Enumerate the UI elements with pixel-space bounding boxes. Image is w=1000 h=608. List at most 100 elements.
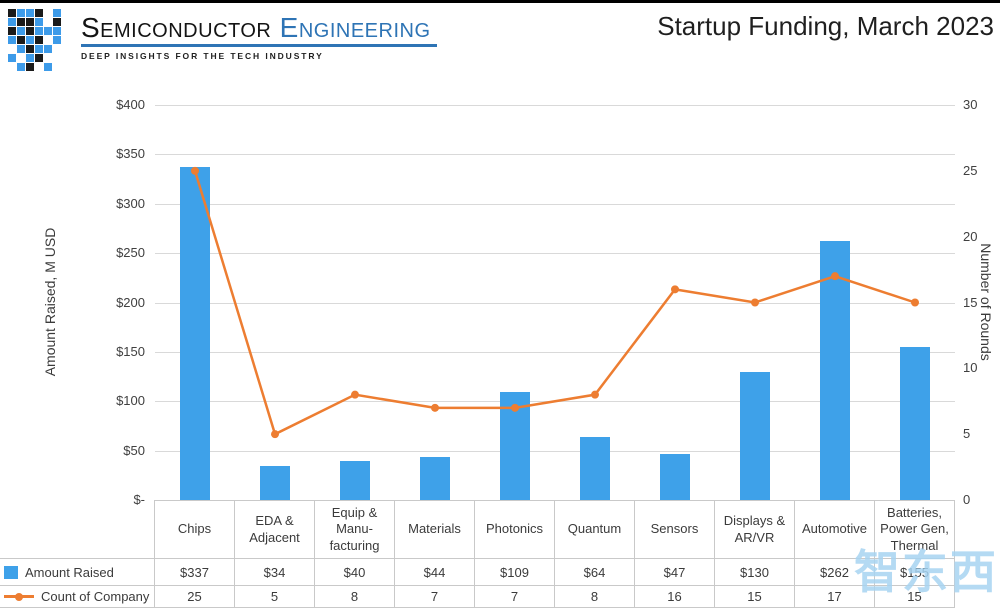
right-axis-tick: 0	[963, 492, 971, 507]
category-label: Quantum	[555, 500, 635, 558]
brand-word-semiconductor: Semiconductor	[81, 12, 272, 43]
left-axis-tick: $-	[133, 492, 145, 507]
left-axis-tick: $400	[116, 97, 145, 112]
logo-pixel	[35, 45, 43, 53]
plot-area	[155, 105, 955, 501]
amount-raised-legend-label: Amount Raised	[25, 564, 114, 580]
logo-pixel	[35, 18, 43, 26]
category-label: Automotive	[795, 500, 875, 558]
logo-pixel	[8, 54, 16, 62]
logo-mosaic-icon	[8, 9, 72, 73]
gridline	[155, 302, 955, 304]
category-header-row: Chips EDA & Adjacent Equip & Manu-facturin…	[0, 500, 1000, 558]
right-axis-tick: 10	[963, 360, 978, 376]
bar-batteries-power-gen-thermal	[900, 346, 930, 500]
gridline	[155, 203, 955, 205]
logo-pixel	[35, 36, 43, 44]
left-axis-tick: $300	[116, 195, 145, 211]
logo-pixel	[62, 63, 70, 71]
logo-pixel	[17, 36, 25, 44]
category-label: Photonics	[475, 500, 555, 558]
amount-raised-value: $130	[715, 558, 795, 585]
brand-tagline: DEEP INSIGHTS FOR THE TECH INDUSTRY	[81, 51, 324, 61]
logo-pixel	[26, 27, 34, 35]
right-axis-tick: 25	[963, 162, 978, 178]
logo-pixel	[17, 27, 25, 35]
logo-pixel	[53, 27, 61, 35]
logo-pixel	[8, 18, 16, 26]
amount-raised-value: $155	[875, 558, 955, 585]
count-of-company-value: 8	[555, 585, 635, 608]
bar-equip-manu-facturing	[340, 460, 370, 500]
right-axis-tick: 15	[963, 294, 978, 310]
brand-text: Semiconductor Engineering DEEP INSIGHTS …	[81, 9, 437, 61]
logo-pixel	[62, 54, 70, 62]
logo-pixel	[35, 9, 43, 17]
logo-pixel	[62, 18, 70, 26]
bar-sensors	[660, 453, 690, 500]
bar-chips	[180, 167, 210, 500]
amount-raised-value: $64	[555, 558, 635, 585]
count-of-company-value: 16	[635, 585, 715, 608]
logo-pixel	[26, 45, 34, 53]
count-of-company-value: 5	[235, 585, 315, 608]
logo-pixel	[44, 27, 52, 35]
amount-raised-row: Amount Raised $337 $34 $40 $44 $109 $64 $47 $13…	[0, 558, 1000, 585]
amount-raised-value: $109	[475, 558, 555, 585]
logo-pixel	[44, 36, 52, 44]
count-of-company-value: 15	[875, 585, 955, 608]
logo-pixel	[17, 63, 25, 71]
logo-pixel	[8, 27, 16, 35]
left-axis-tick: $200	[116, 294, 145, 310]
table-corner-cell	[0, 500, 155, 558]
logo-pixel	[53, 18, 61, 26]
count-of-company-value: 7	[395, 585, 475, 608]
logo-pixel	[62, 9, 70, 17]
left-axis-tick: $250	[116, 245, 145, 261]
data-table: Chips EDA & Adjacent Equip & Manu-facturin…	[0, 500, 1000, 608]
logo-pixel	[8, 36, 16, 44]
logo-pixel	[26, 18, 34, 26]
logo-pixel	[26, 36, 34, 44]
logo-pixel	[26, 63, 34, 71]
count-of-company-row: Count of Company 25 5 8 7 7 8 16 15 17 15	[0, 585, 1000, 608]
amount-raised-value: $47	[635, 558, 715, 585]
gridline	[155, 253, 955, 255]
bar-displays-ar-vr	[740, 371, 770, 500]
brand-word-engineering: Engineering	[279, 12, 431, 43]
legend-amount-raised: Amount Raised	[0, 558, 155, 585]
chart-title: Startup Funding, March 2023	[657, 11, 994, 41]
gridline	[155, 105, 955, 106]
logo-pixel	[26, 9, 34, 17]
bar-eda-adjacent	[260, 466, 290, 500]
count-of-company-value: 25	[155, 585, 235, 608]
logo-pixel	[62, 27, 70, 35]
gridline	[155, 351, 955, 353]
right-axis-tick: 5	[963, 426, 971, 442]
logo-pixel	[62, 36, 70, 44]
logo-pixel	[44, 9, 52, 17]
amount-raised-value: $34	[235, 558, 315, 585]
logo-pixel	[53, 45, 61, 53]
bar-quantum	[580, 436, 610, 500]
count-of-company-value: 15	[715, 585, 795, 608]
logo-pixel	[17, 18, 25, 26]
logo-pixel	[17, 45, 25, 53]
gridline	[155, 154, 955, 156]
logo-pixel	[53, 9, 61, 17]
count-legend-label: Count of Company	[41, 589, 150, 604]
top-border	[0, 0, 1000, 3]
category-label: Sensors	[635, 500, 715, 558]
amount-raised-value: $40	[315, 558, 395, 585]
logo-pixel	[62, 45, 70, 53]
logo-pixel	[44, 54, 52, 62]
left-axis-tick: $50	[123, 442, 145, 458]
logo-pixel	[17, 54, 25, 62]
logo-pixel	[53, 54, 61, 62]
logo-pixel	[8, 9, 16, 17]
amount-raised-value: $262	[795, 558, 875, 585]
amount-raised-legend-swatch-icon	[4, 565, 18, 579]
header: Semiconductor Engineering DEEP INSIGHTS …	[0, 3, 1000, 88]
category-label: Chips	[155, 500, 235, 558]
